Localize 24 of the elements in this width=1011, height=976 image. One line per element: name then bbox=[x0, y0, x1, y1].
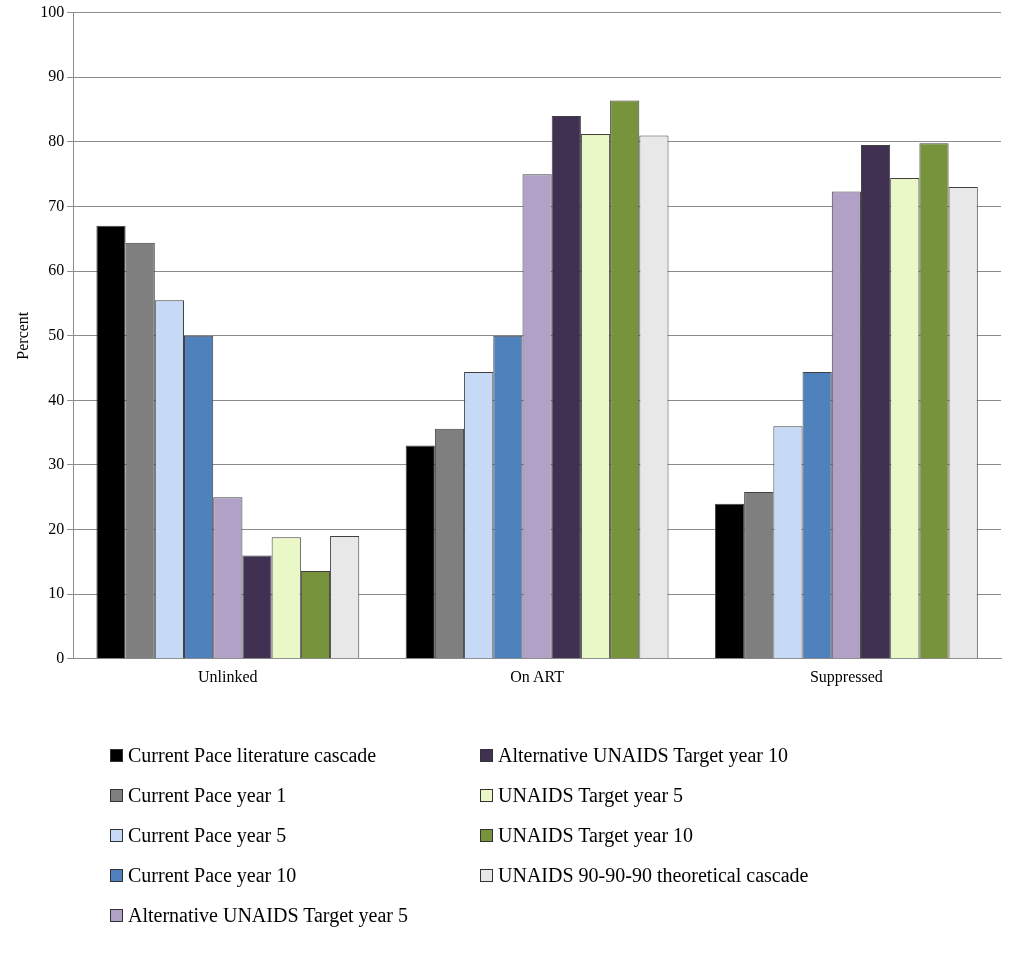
legend-label: Current Pace year 10 bbox=[128, 863, 297, 887]
y-tick-label: 100 bbox=[40, 2, 65, 20]
legend-label: Current Pace year 5 bbox=[128, 823, 287, 847]
legend-label: UNAIDS Target year 5 bbox=[498, 783, 684, 807]
legend-label: UNAIDS Target year 10 bbox=[498, 823, 694, 847]
legend-label: Current Pace year 1 bbox=[128, 783, 287, 807]
y-tick-label: 40 bbox=[48, 390, 65, 408]
y-tick-label: 10 bbox=[48, 584, 65, 602]
y-tick-label: 70 bbox=[48, 196, 65, 214]
x-tick-label: On ART bbox=[510, 667, 565, 685]
x-tick-label: Suppressed bbox=[809, 667, 883, 686]
legend-label: Alternative UNAIDS Target year 10 bbox=[498, 743, 788, 767]
y-tick-label: 20 bbox=[48, 519, 65, 537]
y-tick-label: 0 bbox=[56, 649, 65, 666]
legend-label: Current Pace literature cascade bbox=[128, 743, 377, 767]
legend-label: Alternative UNAIDS Target year 5 bbox=[128, 903, 408, 927]
y-tick-label: 90 bbox=[48, 67, 65, 85]
y-axis-title: Percent bbox=[13, 311, 31, 360]
legend-label: UNAIDS 90-90-90 theoretical cascade bbox=[498, 863, 809, 887]
x-tick-label: Unlinked bbox=[198, 667, 258, 685]
y-tick-label: 30 bbox=[48, 455, 65, 473]
y-tick-label: 80 bbox=[48, 132, 65, 150]
y-tick-label: 50 bbox=[48, 325, 65, 343]
y-tick-label: 60 bbox=[48, 261, 65, 279]
